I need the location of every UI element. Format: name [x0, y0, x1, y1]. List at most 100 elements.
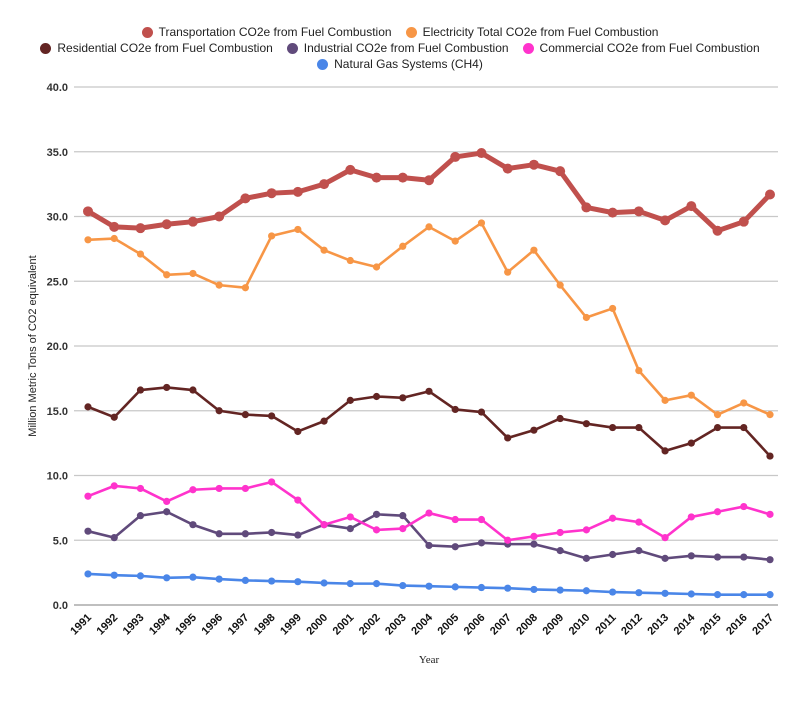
x-tick-label: 1998 — [252, 612, 278, 638]
series-line — [87, 386, 771, 457]
x-tick-label: 2004 — [409, 611, 435, 637]
data-point — [713, 553, 722, 561]
data-point — [477, 219, 486, 227]
data-point — [241, 284, 249, 292]
data-point — [266, 188, 277, 199]
data-point — [504, 536, 512, 544]
data-point — [320, 246, 328, 254]
data-point — [320, 521, 328, 529]
legend-label: Residential CO2e from Fuel Combustion — [57, 41, 273, 55]
legend-marker-icon — [405, 26, 417, 38]
data-point — [241, 530, 249, 538]
data-point — [425, 387, 433, 395]
data-point — [84, 492, 92, 500]
data-point — [609, 304, 617, 313]
data-point — [372, 510, 381, 518]
y-tick-label: 20.0 — [47, 341, 68, 353]
data-point — [766, 591, 774, 599]
x-tick-label: 1991 — [68, 612, 94, 638]
data-point — [110, 413, 118, 421]
legend-item: Commercial CO2e from Fuel Combustion — [522, 41, 760, 55]
data-point — [345, 164, 356, 175]
data-point — [766, 510, 774, 518]
data-point — [661, 589, 669, 597]
data-point — [346, 513, 354, 521]
data-point — [241, 411, 249, 419]
data-point — [240, 193, 251, 204]
x-tick-label: 1996 — [199, 612, 225, 638]
data-point — [136, 250, 145, 258]
data-point — [425, 223, 433, 231]
data-point — [136, 484, 145, 493]
data-point — [556, 547, 564, 555]
data-point — [346, 524, 354, 533]
data-point — [372, 392, 381, 401]
data-point — [661, 554, 669, 562]
data-point — [399, 512, 407, 520]
data-point — [136, 512, 145, 520]
data-point — [607, 207, 618, 218]
data-point — [609, 550, 617, 559]
data-point — [661, 534, 669, 542]
data-point — [319, 179, 330, 190]
y-tick-label: 25.0 — [47, 276, 68, 288]
data-point — [136, 386, 145, 394]
data-point — [766, 556, 774, 564]
data-point — [110, 234, 118, 243]
data-point — [687, 552, 695, 560]
data-point — [268, 232, 276, 240]
x-tick-label: 2013 — [645, 612, 671, 638]
data-point — [163, 574, 171, 582]
data-point — [504, 434, 512, 442]
data-point — [582, 526, 590, 534]
data-point — [740, 423, 748, 432]
data-point — [687, 590, 695, 598]
y-tick-label: 10.0 — [47, 471, 68, 483]
data-point — [109, 221, 120, 232]
legend-marker-icon — [317, 58, 329, 70]
data-point — [215, 281, 223, 289]
legend-label: Transportation CO2e from Fuel Combustion — [158, 25, 392, 39]
data-point — [424, 175, 434, 186]
y-tick-label: 35.0 — [47, 147, 68, 159]
data-point — [451, 515, 459, 524]
data-point — [530, 540, 538, 548]
data-point — [686, 201, 697, 212]
data-point — [766, 452, 774, 460]
data-point — [530, 426, 538, 434]
data-point — [609, 514, 617, 522]
data-point — [294, 427, 302, 436]
data-point — [765, 189, 775, 200]
data-point — [189, 386, 197, 394]
data-point — [372, 580, 381, 588]
data-point — [740, 591, 748, 599]
x-tick-label: 2005 — [436, 612, 462, 638]
data-point — [241, 576, 249, 584]
data-point — [477, 539, 486, 547]
data-point — [712, 225, 723, 236]
data-point — [660, 215, 671, 226]
legend-marker-icon — [286, 42, 298, 54]
x-tick-label: 2010 — [567, 612, 593, 638]
data-point — [713, 411, 722, 419]
data-point — [268, 577, 276, 585]
data-point — [399, 242, 407, 250]
data-point — [582, 420, 590, 428]
x-tick-label: 2014 — [672, 611, 698, 637]
series-electricity-total-co2e-from-fuel-combustion — [84, 219, 774, 419]
data-point — [294, 496, 302, 504]
data-point — [215, 484, 223, 493]
data-point — [371, 172, 382, 183]
x-tick-label: 2001 — [331, 612, 357, 638]
series-residential-co2e-from-fuel-combustion — [84, 383, 774, 460]
data-point — [425, 509, 433, 517]
data-point — [450, 151, 461, 162]
data-point — [268, 478, 276, 486]
data-point — [687, 513, 695, 521]
x-tick-label: 2002 — [357, 612, 383, 638]
data-point — [582, 554, 590, 562]
data-point — [136, 572, 145, 580]
data-point — [635, 547, 643, 555]
data-point — [582, 313, 590, 322]
x-tick-label: 2006 — [462, 612, 488, 638]
